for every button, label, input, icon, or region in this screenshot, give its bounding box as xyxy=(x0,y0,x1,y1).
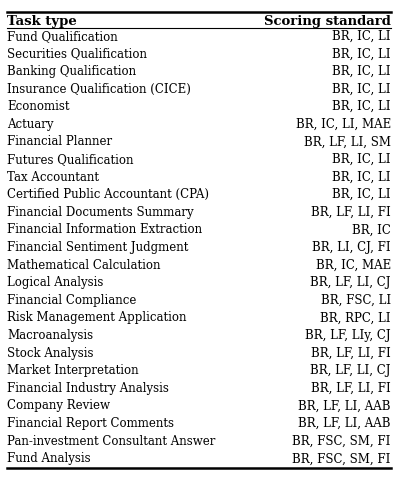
Text: Fund Analysis: Fund Analysis xyxy=(7,452,91,465)
Text: Macroanalysis: Macroanalysis xyxy=(7,329,93,342)
Text: BR, IC: BR, IC xyxy=(352,223,391,237)
Text: BR, LF, LI, AAB: BR, LF, LI, AAB xyxy=(298,399,391,413)
Text: Fund Qualification: Fund Qualification xyxy=(7,30,118,43)
Text: BR, LF, LI, SM: BR, LF, LI, SM xyxy=(304,135,391,148)
Text: Economist: Economist xyxy=(7,100,70,113)
Text: Financial Compliance: Financial Compliance xyxy=(7,294,137,307)
Text: Logical Analysis: Logical Analysis xyxy=(7,276,103,289)
Text: Financial Information Extraction: Financial Information Extraction xyxy=(7,223,202,237)
Text: BR, FSC, SM, FI: BR, FSC, SM, FI xyxy=(293,434,391,448)
Text: Market Interpretation: Market Interpretation xyxy=(7,364,139,377)
Text: BR, IC, LI: BR, IC, LI xyxy=(332,171,391,184)
Text: BR, IC, LI: BR, IC, LI xyxy=(332,47,391,61)
Text: Financial Sentiment Judgment: Financial Sentiment Judgment xyxy=(7,241,189,254)
Text: Financial Planner: Financial Planner xyxy=(7,135,112,148)
Text: Company Review: Company Review xyxy=(7,399,110,413)
Text: Actuary: Actuary xyxy=(7,118,54,131)
Text: Scoring standard: Scoring standard xyxy=(264,15,391,28)
Text: BR, LF, LI, CJ: BR, LF, LI, CJ xyxy=(310,276,391,289)
Text: Financial Report Comments: Financial Report Comments xyxy=(7,417,174,430)
Text: BR, IC, LI: BR, IC, LI xyxy=(332,188,391,201)
Text: BR, LF, LI, AAB: BR, LF, LI, AAB xyxy=(298,417,391,430)
Text: BR, IC, MAE: BR, IC, MAE xyxy=(316,258,391,272)
Text: BR, LI, CJ, FI: BR, LI, CJ, FI xyxy=(312,241,391,254)
Text: BR, LF, LIy, CJ: BR, LF, LIy, CJ xyxy=(305,329,391,342)
Text: BR, IC, LI: BR, IC, LI xyxy=(332,153,391,166)
Text: Banking Qualification: Banking Qualification xyxy=(7,65,136,78)
Text: Securities Qualification: Securities Qualification xyxy=(7,47,147,61)
Text: Financial Industry Analysis: Financial Industry Analysis xyxy=(7,382,169,395)
Text: BR, FSC, LI: BR, FSC, LI xyxy=(321,294,391,307)
Text: Stock Analysis: Stock Analysis xyxy=(7,347,94,360)
Text: Financial Documents Summary: Financial Documents Summary xyxy=(7,206,194,219)
Text: BR, LF, LI, FI: BR, LF, LI, FI xyxy=(311,206,391,219)
Text: Task type: Task type xyxy=(7,15,77,28)
Text: BR, IC, LI: BR, IC, LI xyxy=(332,100,391,113)
Text: BR, FSC, SM, FI: BR, FSC, SM, FI xyxy=(293,452,391,465)
Text: Tax Accountant: Tax Accountant xyxy=(7,171,99,184)
Text: Risk Management Application: Risk Management Application xyxy=(7,311,187,324)
Text: Pan-investment Consultant Answer: Pan-investment Consultant Answer xyxy=(7,434,216,448)
Text: Mathematical Calculation: Mathematical Calculation xyxy=(7,258,161,272)
Text: BR, LF, LI, FI: BR, LF, LI, FI xyxy=(311,347,391,360)
Text: Certified Public Accountant (CPA): Certified Public Accountant (CPA) xyxy=(7,188,209,201)
Text: BR, IC, LI: BR, IC, LI xyxy=(332,65,391,78)
Text: BR, RPC, LI: BR, RPC, LI xyxy=(320,311,391,324)
Text: BR, IC, LI, MAE: BR, IC, LI, MAE xyxy=(296,118,391,131)
Text: Futures Qualification: Futures Qualification xyxy=(7,153,134,166)
Text: BR, LF, LI, CJ: BR, LF, LI, CJ xyxy=(310,364,391,377)
Text: BR, LF, LI, FI: BR, LF, LI, FI xyxy=(311,382,391,395)
Text: Insurance Qualification (CICE): Insurance Qualification (CICE) xyxy=(7,82,191,96)
Text: BR, IC, LI: BR, IC, LI xyxy=(332,82,391,96)
Text: BR, IC, LI: BR, IC, LI xyxy=(332,30,391,43)
